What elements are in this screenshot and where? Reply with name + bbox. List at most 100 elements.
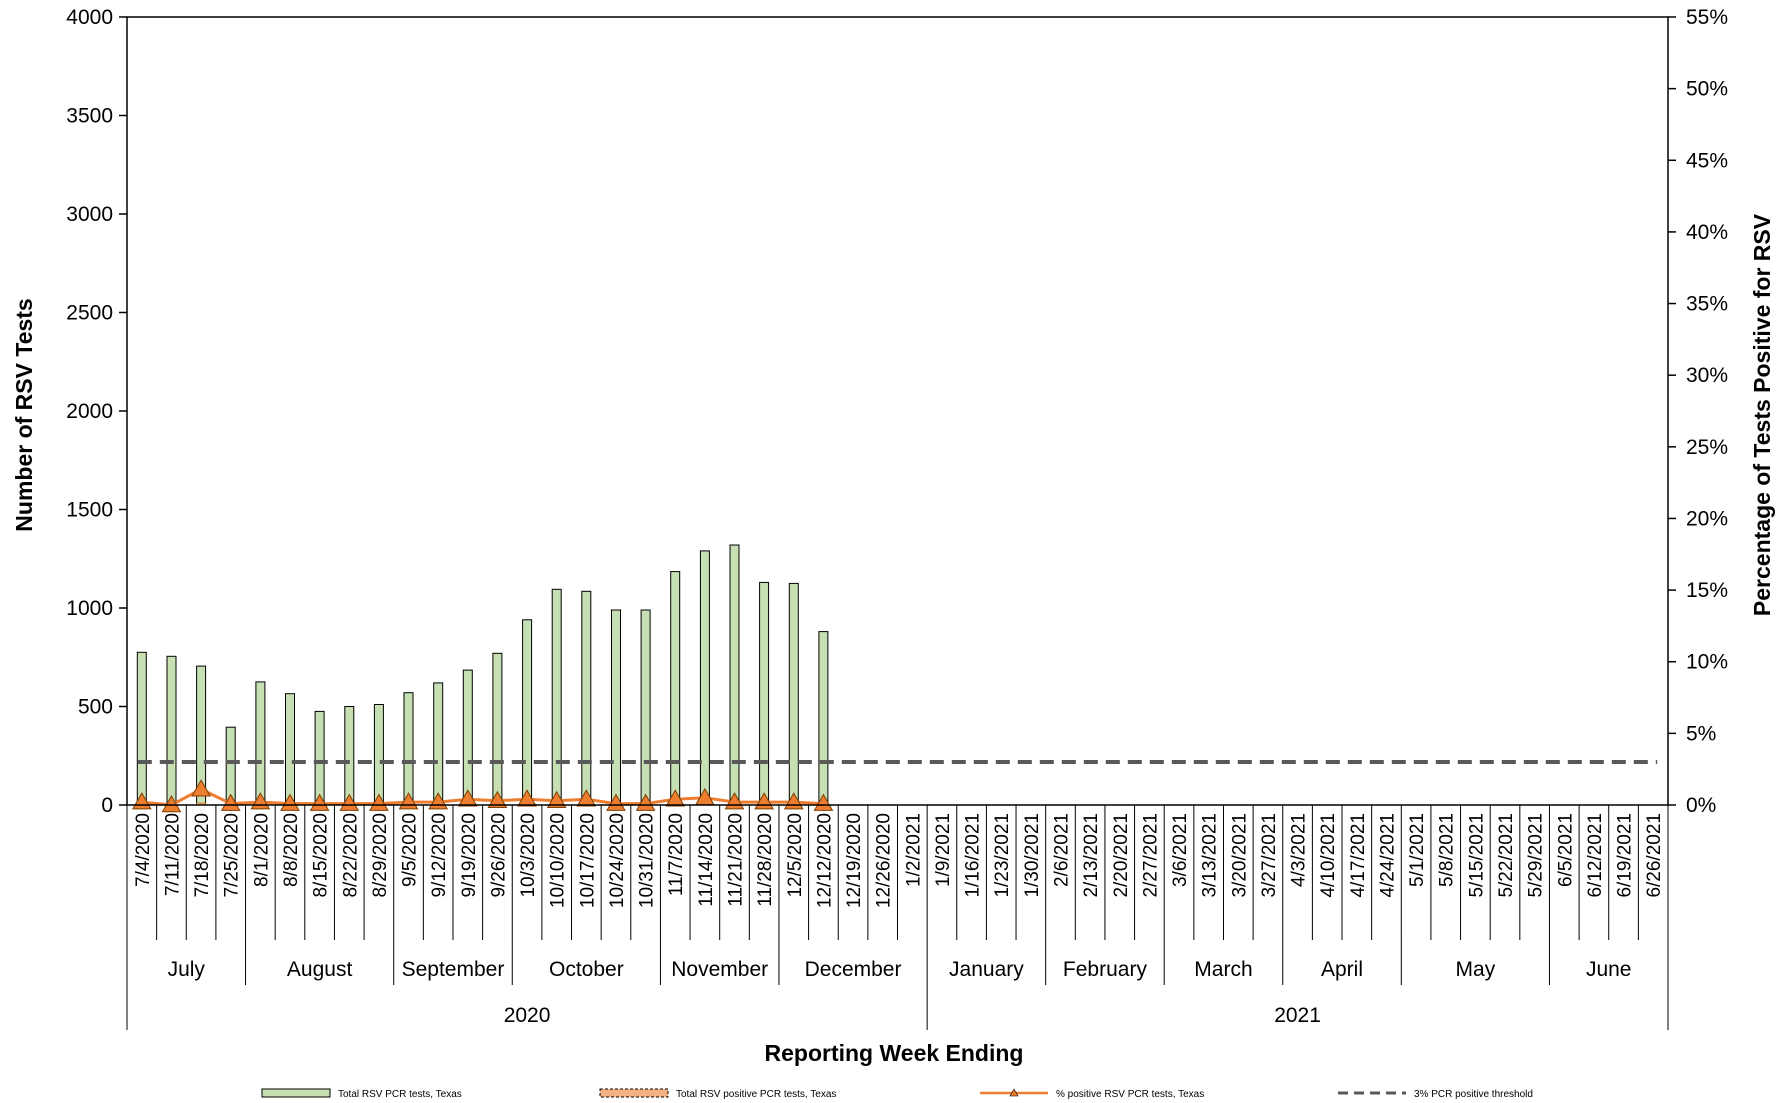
x-tick-label: 12/5/2020 [785,813,806,898]
y2-tick-label: 45% [1686,149,1728,172]
y2-tick-label: 20% [1686,507,1728,530]
percent-point-marker [487,790,508,808]
y2-axis-title: Percentage of Tests Positive for RSV [1749,213,1775,616]
bar-total-tests [492,652,503,806]
month-label: January [949,958,1024,981]
bar-total-tests [403,692,414,806]
x-tick-label: 1/16/2021 [963,813,984,898]
percent-point-marker [191,779,211,797]
month-label: April [1321,958,1363,981]
x-tick-label: 5/8/2021 [1437,813,1458,887]
bar-total-tests [818,631,829,806]
x-tick-label: 11/7/2020 [666,813,687,896]
x-tick-label: 8/15/2020 [311,813,332,898]
percent-point-marker [517,789,537,807]
percent-line-layer [131,779,834,813]
x-tick-label: 10/31/2020 [637,813,658,908]
y2-tick-label: 0% [1686,794,1716,817]
x-tick-label: 6/5/2021 [1555,813,1576,887]
x-tick-label: 4/17/2021 [1348,813,1369,898]
x-tick-label: 2/27/2021 [1140,813,1161,898]
percent-point-marker [280,793,300,811]
legend-swatch-percent-marker [1009,1088,1019,1097]
x-tick-label: 7/25/2020 [222,813,243,898]
percent-point-marker [220,793,241,811]
x-tick-label: 11/28/2020 [755,813,776,907]
bar-total-tests [729,544,740,806]
y2-tick-label: 15% [1686,579,1728,602]
month-label: February [1063,958,1148,981]
bar-total-tests [551,588,562,806]
percent-point-marker [665,789,686,807]
y2-tick-label: 10% [1686,651,1728,674]
x-tick-label: 6/12/2021 [1585,813,1606,898]
x-tick-label: 2/6/2021 [1051,813,1072,887]
percent-point-marker [369,793,389,811]
bar-total-tests [136,651,147,806]
y-tick-label: 1000 [66,597,113,620]
x-tick-label: 8/8/2020 [281,813,302,887]
x-tick-label: 11/21/2020 [726,813,747,907]
y2-tick-label: 50% [1686,78,1728,101]
x-tick-label: 1/30/2021 [1022,813,1043,898]
month-label: December [805,958,902,981]
bar-total-tests [314,710,325,806]
x-tick-label: 12/26/2020 [874,813,895,908]
legend: Total RSV PCR tests, Texas Total RSV posi… [261,1088,1533,1100]
legend-label: % positive RSV PCR tests, Texas [1056,1089,1204,1100]
x-tick-label: 1/2/2021 [903,813,924,887]
x-tick-label: 3/6/2021 [1170,813,1191,887]
x-tick-label: 4/10/2021 [1318,813,1339,898]
bar-total-tests [522,619,533,806]
y2-tick-label: 5% [1686,722,1716,745]
x-tick-label: 3/13/2021 [1200,813,1221,898]
y2-tick-label: 55% [1686,6,1728,29]
legend-label: Total RSV positive PCR tests, Texas [676,1089,836,1100]
x-tick-label: 1/23/2021 [992,813,1013,898]
bar-total-tests [255,681,266,806]
legend-swatch-positive-tests [599,1088,669,1098]
percent-point-marker [635,793,656,811]
x-tick-label: 9/19/2020 [459,813,480,898]
percent-point-marker [457,789,478,807]
percent-point-marker [161,794,182,813]
month-label: August [287,958,353,981]
axes-layer [119,16,1676,1030]
x-tick-label: 10/24/2020 [607,813,628,908]
bar-total-tests [611,609,621,806]
legend-label: 3% PCR positive threshold [1414,1089,1533,1100]
y-tick-label: 2500 [66,302,113,325]
x-tick-label: 4/3/2021 [1289,813,1310,887]
y-tick-label: 3500 [66,105,113,128]
x-tick-label: 7/18/2020 [192,813,213,898]
x-tick-label: 8/1/2020 [251,813,272,887]
percent-point-marker [546,790,567,808]
y-axis-title: Number of RSV Tests [11,298,37,531]
y-tick-label: 0 [101,794,113,817]
bar-total-tests [373,704,384,806]
labels-layer: 0 500 1000 1500 2000 2500 3000 3500 4000 0% 5% 10% 1… [66,6,1728,1027]
x-tick-label: 5/1/2021 [1407,813,1428,887]
bar-total-tests [699,550,710,806]
x-tick-label: 8/29/2020 [370,813,391,898]
month-label: November [671,958,768,981]
bar-total-tests [759,581,770,806]
y-tick-label: 2000 [66,400,113,423]
x-tick-label: 3/27/2021 [1259,813,1280,898]
x-tick-label: 4/24/2021 [1377,813,1398,898]
x-tick-label: 7/11/2020 [162,813,183,896]
y-tick-label: 500 [78,696,113,719]
x-tick-label: 10/17/2020 [577,813,598,908]
month-label: May [1456,958,1496,981]
x-tick-label: 2/20/2021 [1111,813,1132,898]
bar-total-tests [225,726,236,806]
x-tick-label: 9/12/2020 [429,813,450,898]
bar-total-tests [433,682,444,806]
y-tick-label: 1500 [66,499,113,522]
x-tick-label: 9/26/2020 [488,813,509,898]
x-tick-label: 9/5/2020 [400,813,421,887]
x-tick-label: 5/15/2021 [1466,813,1487,898]
x-tick-label: 10/10/2020 [548,813,569,908]
